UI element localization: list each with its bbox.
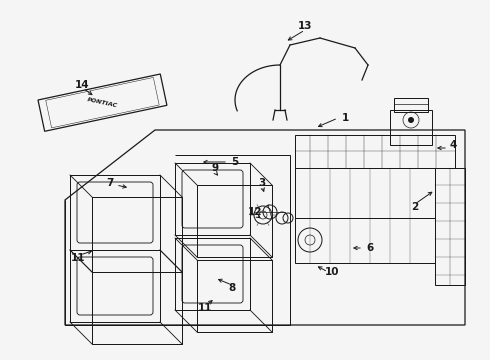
Bar (295, 218, 435, 263)
Bar (295, 135, 455, 168)
Bar (295, 168, 435, 218)
Text: PONTIAC: PONTIAC (87, 97, 118, 108)
Text: 12: 12 (248, 207, 262, 217)
Text: 7: 7 (106, 178, 114, 188)
Bar (435, 168, 465, 285)
Text: 1: 1 (342, 113, 348, 123)
Text: 14: 14 (74, 80, 89, 90)
Text: 3: 3 (258, 178, 266, 188)
Text: 6: 6 (367, 243, 374, 253)
Text: 11: 11 (71, 253, 85, 263)
Bar (394, 98, 428, 112)
Text: 9: 9 (212, 163, 219, 173)
Text: 13: 13 (298, 21, 312, 31)
Text: 4: 4 (449, 140, 457, 150)
Bar (390, 110, 432, 145)
Text: 10: 10 (325, 267, 339, 277)
Text: 2: 2 (412, 202, 418, 212)
Text: 5: 5 (231, 157, 239, 167)
Text: 11: 11 (198, 303, 212, 313)
Text: 8: 8 (228, 283, 236, 293)
Circle shape (408, 117, 414, 123)
